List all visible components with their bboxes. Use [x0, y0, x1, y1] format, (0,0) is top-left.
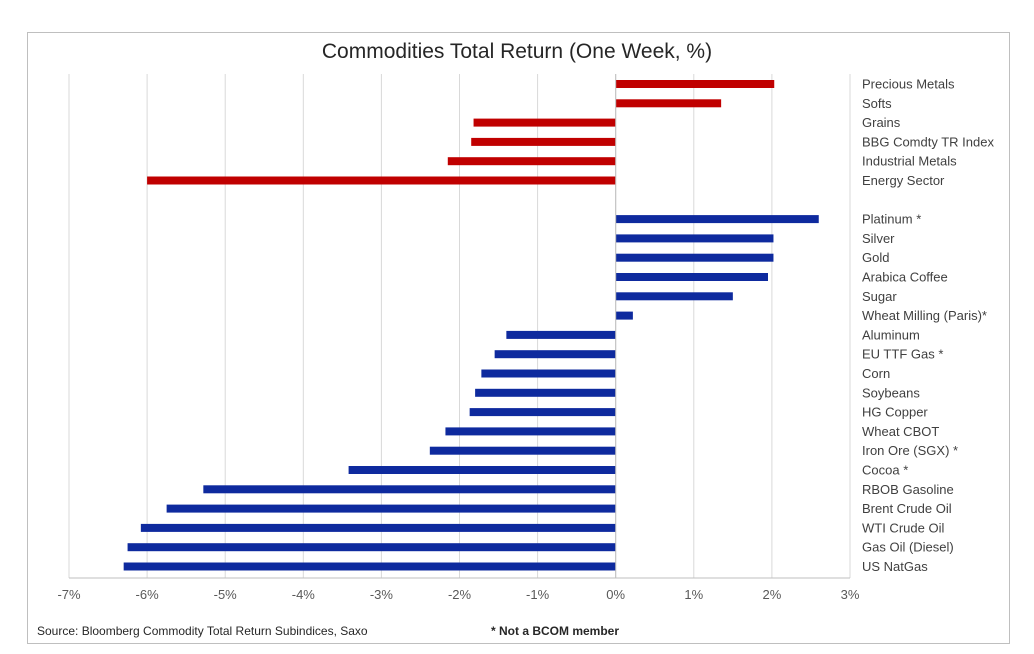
bars	[123, 74, 819, 578]
bar	[481, 369, 616, 378]
source-note: Source: Bloomberg Commodity Total Return…	[37, 624, 368, 638]
category-label: RBOB Gasoline	[862, 482, 954, 497]
chart-title: Commodities Total Return (One Week, %)	[321, 40, 713, 63]
category-labels: Precious Metals Softs Grains BBG Comdty TR …	[862, 77, 994, 575]
x-tick-label: 3%	[841, 587, 860, 602]
category-label: Soybeans	[862, 385, 920, 400]
x-tick-label: -4%	[292, 587, 316, 602]
bar	[615, 215, 819, 224]
bar	[140, 523, 616, 532]
x-tick-label: 2%	[763, 587, 782, 602]
category-label: Gold	[862, 250, 889, 265]
x-axis-ticks: -7% -6% -5% -4% -3% -2% -1% 0% 1% 2% 3%	[57, 587, 859, 602]
bar	[615, 80, 775, 88]
bar	[615, 311, 633, 320]
x-tick-label: 1%	[684, 587, 703, 602]
bar	[615, 234, 774, 243]
bar	[475, 388, 616, 397]
category-label: Precious Metals	[862, 77, 955, 92]
bar	[445, 427, 616, 436]
bar	[123, 562, 616, 571]
bar	[471, 137, 616, 146]
bar	[429, 446, 616, 455]
bar	[447, 157, 616, 166]
bar	[615, 292, 733, 301]
bar	[615, 273, 768, 281]
bar	[615, 99, 722, 108]
category-label: Energy Sector	[862, 173, 945, 188]
x-tick-label: -6%	[136, 587, 160, 602]
category-label: Cocoa *	[862, 463, 908, 478]
category-label: Iron Ore (SGX) *	[862, 443, 958, 458]
category-label: Corn	[862, 366, 890, 381]
category-label: Softs	[862, 96, 892, 111]
category-label: Grains	[862, 115, 901, 130]
bar	[494, 350, 616, 359]
bar	[127, 543, 616, 552]
category-label: Industrial Metals	[862, 154, 957, 169]
x-tick-label: 0%	[606, 587, 625, 602]
category-label: Wheat Milling (Paris)*	[862, 308, 987, 323]
x-tick-label: -2%	[448, 587, 472, 602]
category-label: Gas Oil (Diesel)	[862, 540, 954, 555]
x-tick-label: -1%	[526, 587, 550, 602]
x-tick-label: -7%	[57, 587, 81, 602]
bar	[615, 253, 774, 262]
bar	[469, 408, 616, 417]
category-label: Wheat CBOT	[862, 424, 939, 439]
category-label: Aluminum	[862, 327, 920, 342]
bar	[348, 466, 616, 474]
category-label: Silver	[862, 231, 895, 246]
bar	[147, 176, 616, 185]
category-label: US NatGas	[862, 559, 928, 574]
category-label: Arabica Coffee	[862, 270, 948, 285]
category-label: BBG Comdty TR Index	[862, 134, 994, 149]
category-label: Brent Crude Oil	[862, 501, 952, 516]
category-label: EU TTF Gas *	[862, 347, 943, 362]
category-label: Sugar	[862, 289, 897, 304]
category-label: WTI Crude Oil	[862, 520, 944, 535]
bar	[506, 330, 616, 339]
x-tick-label: -5%	[214, 587, 238, 602]
category-label: HG Copper	[862, 405, 928, 420]
membership-note: * Not a BCOM member	[491, 624, 620, 638]
gridlines	[68, 74, 851, 579]
bar	[203, 485, 616, 494]
bar	[473, 118, 616, 127]
category-label: Platinum *	[862, 212, 921, 227]
bar	[166, 504, 616, 513]
x-tick-label: -3%	[370, 587, 394, 602]
